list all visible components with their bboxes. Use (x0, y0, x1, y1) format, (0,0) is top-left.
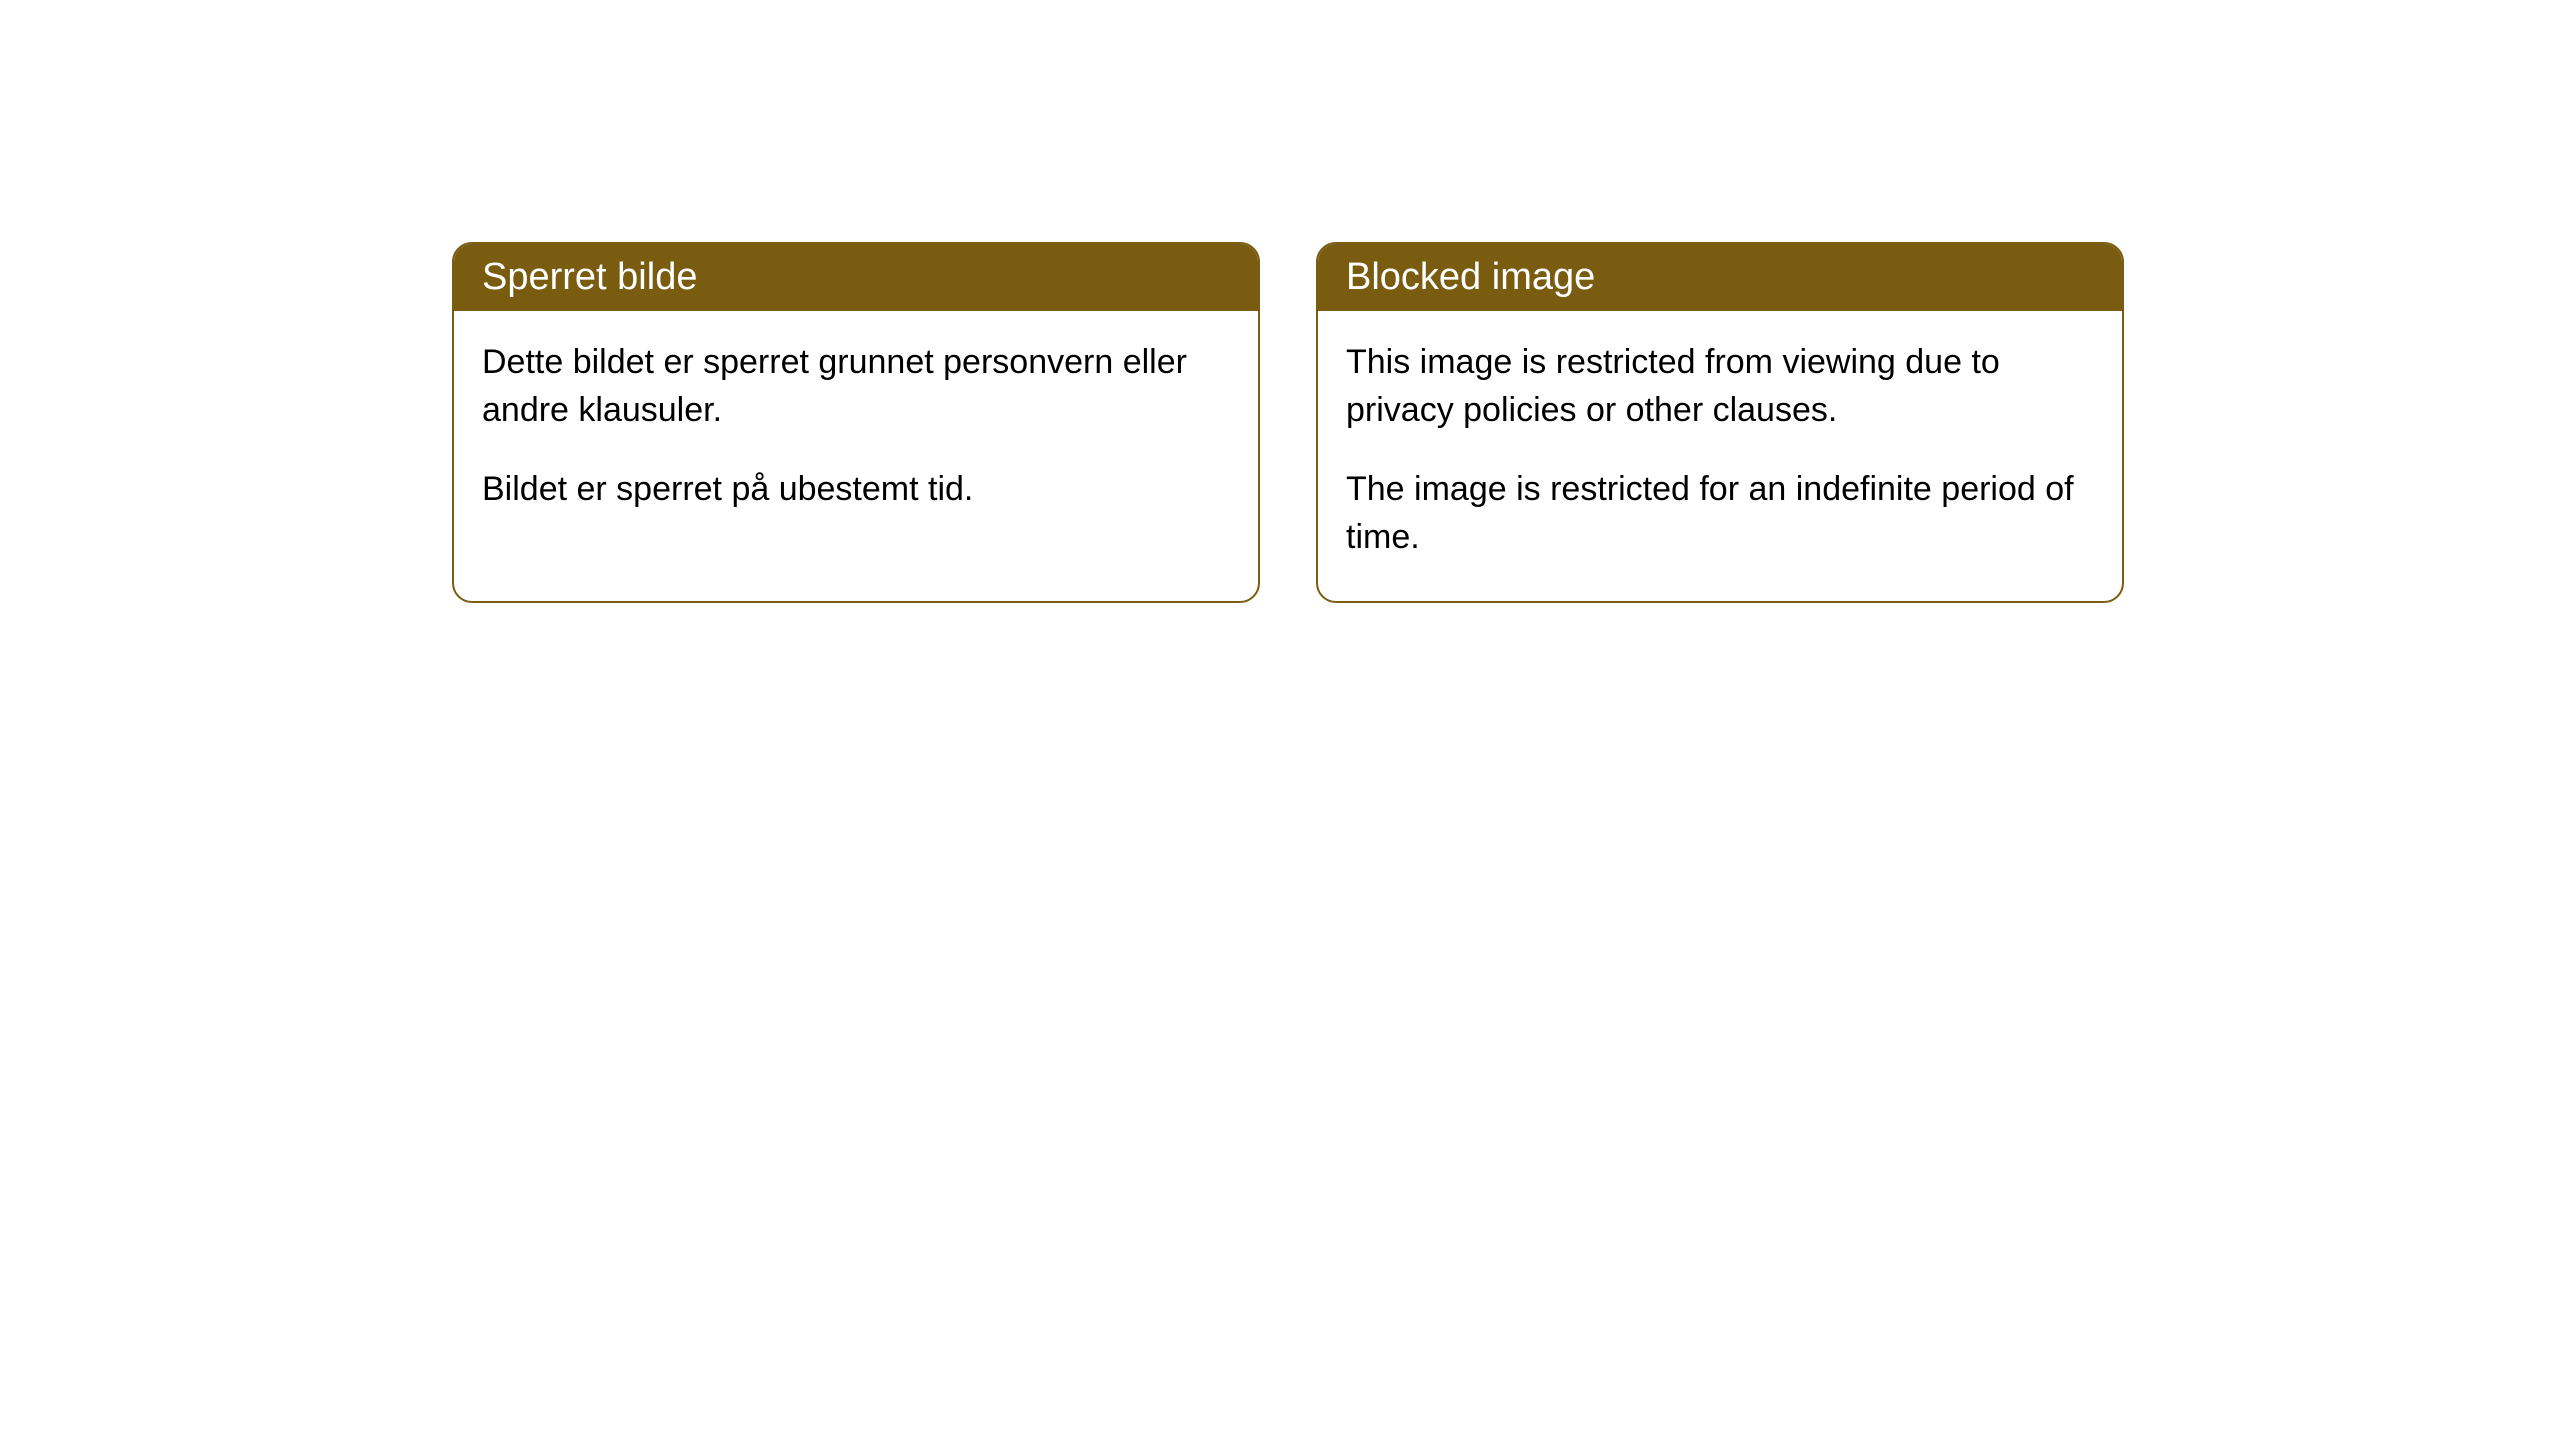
card-paragraph-2: The image is restricted for an indefinit… (1346, 466, 2094, 561)
blocked-image-card-english: Blocked image This image is restricted f… (1316, 242, 2124, 603)
card-title: Blocked image (1346, 256, 1595, 298)
card-paragraph-1: Dette bildet er sperret grunnet personve… (482, 339, 1230, 434)
cards-container: Sperret bilde Dette bildet er sperret gr… (0, 0, 2560, 603)
card-paragraph-1: This image is restricted from viewing du… (1346, 339, 2094, 434)
card-body: Dette bildet er sperret grunnet personve… (454, 311, 1258, 554)
card-paragraph-2: Bildet er sperret på ubestemt tid. (482, 466, 1230, 514)
blocked-image-card-norwegian: Sperret bilde Dette bildet er sperret gr… (452, 242, 1260, 603)
card-title: Sperret bilde (482, 256, 697, 298)
card-body: This image is restricted from viewing du… (1318, 311, 2122, 601)
card-header: Blocked image (1318, 244, 2122, 311)
card-header: Sperret bilde (454, 244, 1258, 311)
